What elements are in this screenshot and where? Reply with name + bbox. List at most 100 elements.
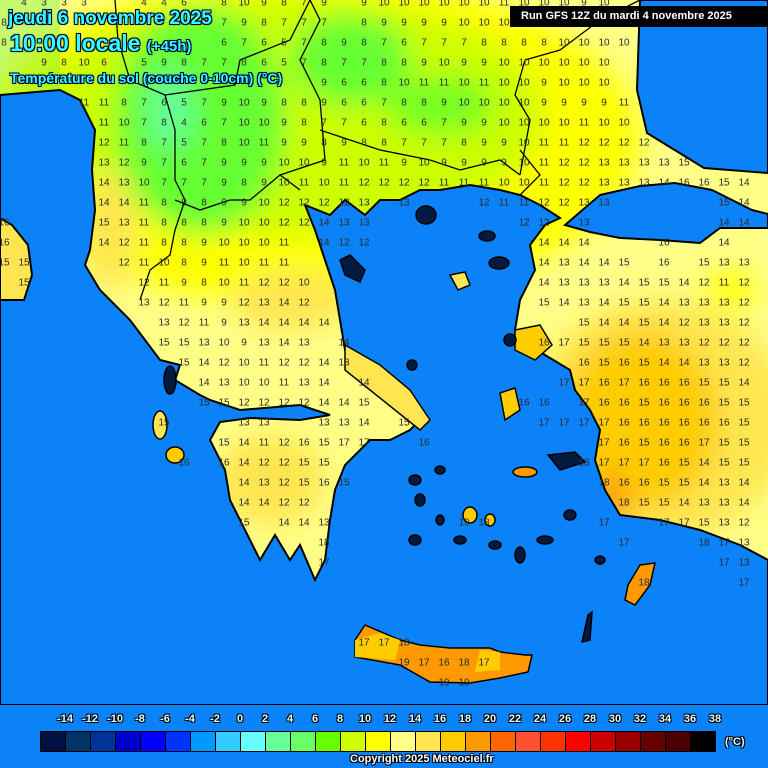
grid-value: 15 — [578, 338, 590, 349]
grid-value: 9 — [221, 158, 227, 169]
grid-value: 14 — [738, 178, 750, 189]
grid-value: 14 — [558, 238, 570, 249]
island-samothrace — [478, 230, 496, 242]
grid-value: 11 — [139, 218, 150, 229]
grid-value: 14 — [618, 278, 630, 289]
grid-value: 16 — [0, 218, 10, 229]
grid-value: 17 — [578, 398, 590, 409]
grid-value: 12 — [418, 178, 430, 189]
grid-value: 6 — [361, 98, 367, 109]
legend-tick-label: -4 — [185, 713, 195, 725]
legend-swatch — [466, 732, 491, 751]
grid-value: 15 — [658, 478, 670, 489]
grid-value: 11 — [239, 278, 250, 289]
grid-value: 6 — [261, 58, 267, 69]
grid-value: 10 — [518, 58, 530, 69]
grid-value: 13 — [738, 558, 750, 569]
grid-value: 14 — [738, 498, 750, 509]
grid-value: 12 — [558, 158, 570, 169]
grid-value: 17 — [558, 338, 570, 349]
grid-value: 7 — [461, 38, 467, 49]
grid-value: 17 — [638, 458, 650, 469]
grid-value: 6 — [201, 118, 207, 129]
forecast-time: 10:00 locale (+45h) — [10, 30, 191, 57]
grid-value: 16 — [518, 398, 530, 409]
grid-value: 19 — [458, 678, 470, 689]
grid-value: 13 — [718, 518, 730, 529]
legend-tick-label: -12 — [82, 713, 98, 725]
legend-tick-label: -8 — [135, 713, 145, 725]
grid-value: 12 — [278, 358, 290, 369]
grid-value: 7 — [341, 118, 347, 129]
grid-value: 13 — [118, 218, 130, 229]
grid-value: 13 — [398, 198, 410, 209]
grid-value: 17 — [358, 638, 370, 649]
grid-value: 7 — [321, 118, 327, 129]
grid-value: 10 — [518, 78, 530, 89]
legend-swatch — [316, 732, 341, 751]
grid-value: 10 — [258, 118, 270, 129]
grid-value: 9 — [41, 58, 47, 69]
grid-value: 17 — [478, 658, 490, 669]
grid-value: 16 — [438, 658, 450, 669]
grid-value: 15 — [738, 438, 750, 449]
grid-value: 13 — [738, 258, 750, 269]
grid-value: 13 — [198, 338, 210, 349]
grid-value: 7 — [221, 118, 227, 129]
legend-swatch — [366, 732, 391, 751]
grid-value: 7 — [441, 38, 447, 49]
grid-value: 12 — [298, 218, 310, 229]
grid-value: 12 — [638, 138, 650, 149]
grid-value: 12 — [738, 358, 750, 369]
grid-value: 9 — [481, 158, 487, 169]
grid-value: 8 — [301, 118, 307, 129]
grid-value: 7 — [441, 118, 447, 129]
grid-value: 8 — [421, 98, 427, 109]
grid-value: 13 — [578, 198, 590, 209]
grid-values: 4 3 3 3 4 4 6 8 10 9 8 7 9 9 10 10 10 10 10 10 11 10 10 10 9 10 8 7… — [0, 0, 750, 689]
grid-value: 12 — [158, 298, 170, 309]
grid-value: 19 — [438, 678, 450, 689]
grid-value: 9 — [201, 238, 207, 249]
grid-value: 13 — [318, 518, 330, 529]
grid-value: 11 — [479, 78, 490, 89]
grid-value: 15 — [718, 198, 730, 209]
grid-value: 8 — [481, 38, 487, 49]
black-sea — [635, 0, 768, 175]
forecast-date: jeudi 6 novembre 2025 — [8, 8, 212, 29]
grid-value: 10 — [298, 278, 310, 289]
grid-value: 10 — [558, 58, 570, 69]
grid-value: 6 — [101, 58, 107, 69]
grid-value: 17 — [558, 378, 570, 389]
grid-value: 13 — [558, 278, 570, 289]
grid-value: 17 — [718, 558, 730, 569]
grid-value: 14 — [598, 258, 610, 269]
grid-value: 7 — [301, 18, 307, 29]
grid-value: 12 — [218, 358, 230, 369]
grid-value: 14 — [598, 298, 610, 309]
grid-value: 11 — [119, 138, 130, 149]
grid-value: 15 — [638, 298, 650, 309]
grid-value: 15 — [618, 298, 630, 309]
grid-value: 15 — [238, 518, 250, 529]
grid-value: 10 — [458, 0, 470, 9]
grid-value: 13 — [578, 278, 590, 289]
grid-value: 15 — [218, 438, 230, 449]
legend-tick-label: 20 — [483, 713, 497, 725]
grid-value: 9 — [321, 0, 327, 9]
grid-value: 8 — [281, 0, 287, 9]
grid-value: 10 — [558, 118, 570, 129]
legend-swatch — [216, 732, 241, 751]
grid-value: 8 — [181, 218, 187, 229]
grid-value: 13 — [638, 158, 650, 169]
grid-value: 13 — [718, 478, 730, 489]
grid-value: 11 — [539, 178, 550, 189]
grid-value: 15 — [678, 458, 690, 469]
grid-value: 10 — [238, 258, 250, 269]
grid-value: 14 — [718, 218, 730, 229]
grid-value: 14 — [318, 218, 330, 229]
grid-value: 9 — [261, 0, 267, 9]
grid-value: 9 — [141, 158, 147, 169]
parameter-title: Température du sol (couche 0-10cm) (°C) — [10, 70, 283, 86]
grid-value: 12 — [138, 278, 150, 289]
